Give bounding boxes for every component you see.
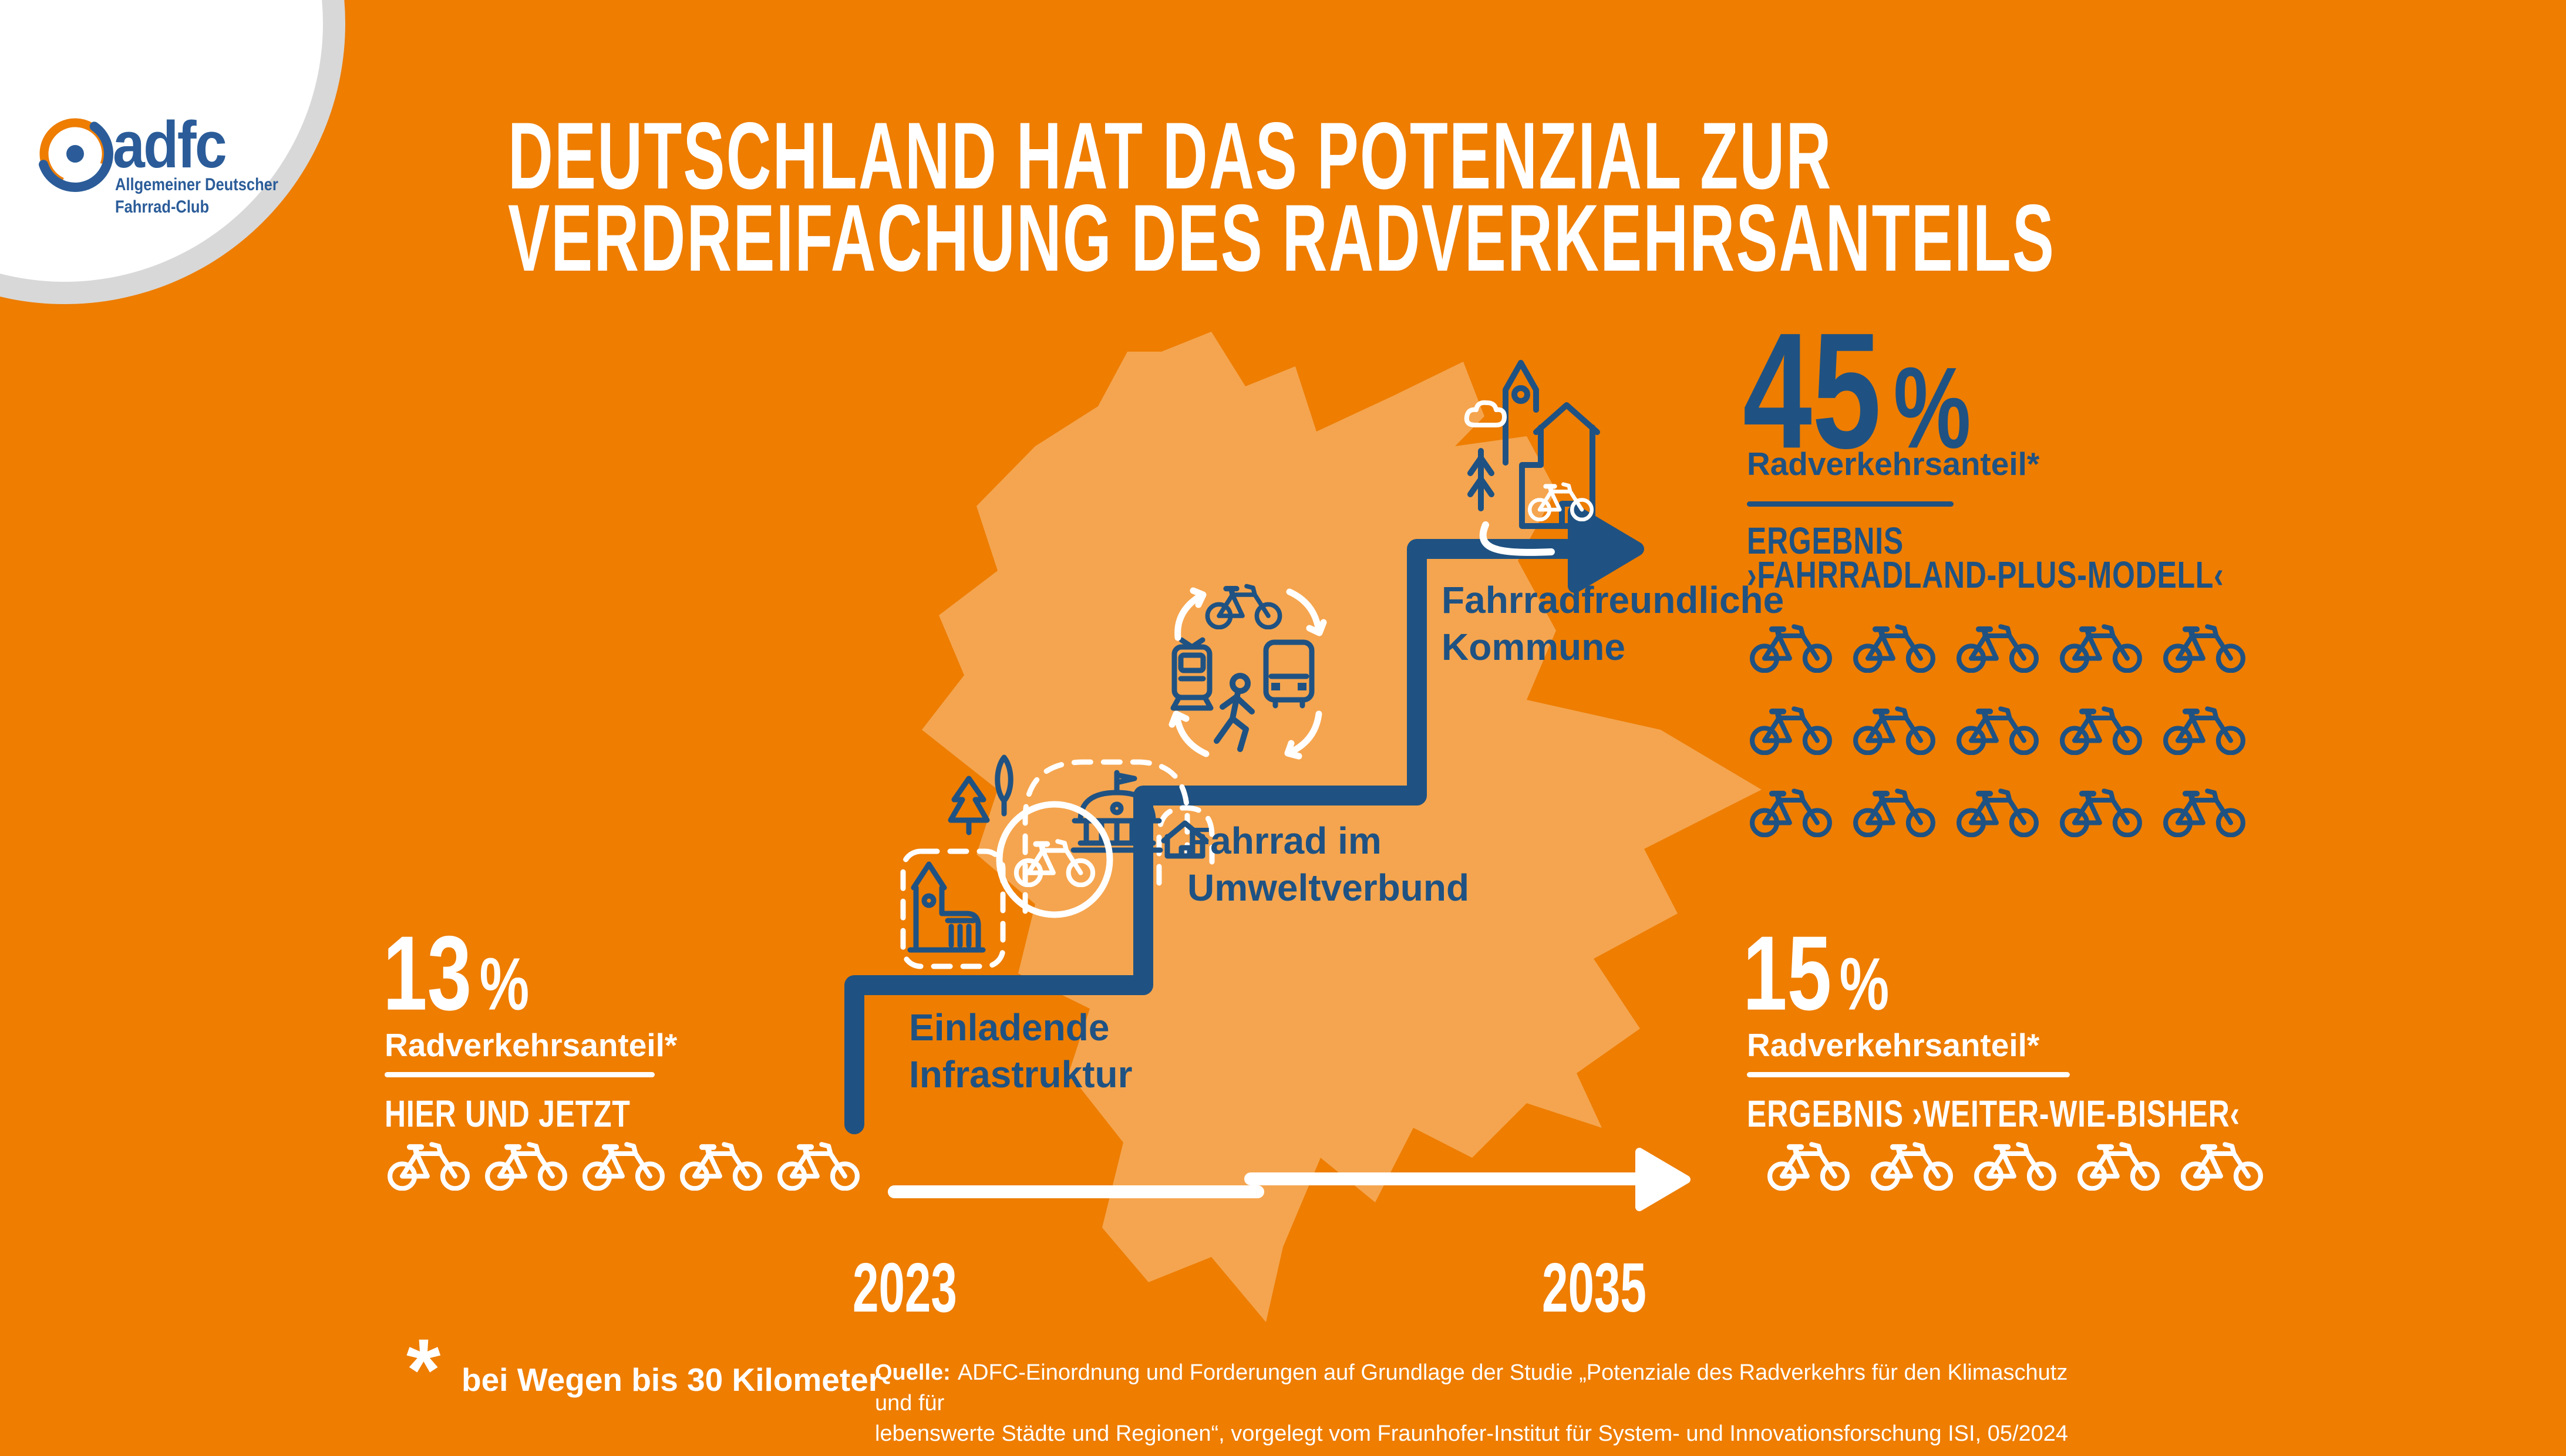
timeline-arrow xyxy=(888,1148,1691,1211)
bicycle-icon xyxy=(2160,783,2248,837)
bicycle-icon xyxy=(1850,701,1938,755)
stat-plus-divider xyxy=(1747,501,1954,507)
bicycle-icon xyxy=(1954,783,2042,837)
church-icon xyxy=(907,861,986,953)
bicycle-icon xyxy=(2057,701,2145,755)
step-label-2-line1: Fahrrad im xyxy=(1187,820,1382,862)
bicycle-icon xyxy=(1954,619,2042,673)
timeline-start-year: 2023 xyxy=(853,1248,957,1327)
bicycle-icon xyxy=(1954,701,2042,755)
bicycle-icon xyxy=(1747,783,1835,837)
staircase-arrowhead xyxy=(1568,505,1644,593)
bicycle-icon xyxy=(2160,619,2248,673)
adfc-wordmark: adfc xyxy=(113,108,227,181)
bicycle-icon xyxy=(1850,783,1938,837)
stat-bau-unit: % xyxy=(1839,943,1890,1026)
stat-plus-result-line1: ERGEBNIS xyxy=(1747,520,1904,562)
source-note: Quelle: ADFC-Einordnung und Forderungen a… xyxy=(875,1357,2079,1449)
bicycle-icon xyxy=(580,1137,668,1191)
staircase-growth-arrow xyxy=(844,505,1644,1134)
bicycle-icon xyxy=(1971,1137,2059,1191)
dashed-bubble-outlines xyxy=(900,759,1215,969)
timeline-end-year: 2035 xyxy=(1542,1248,1646,1327)
bike-friendly-town-icon xyxy=(1464,360,1600,556)
stat-plus-label: Radverkehrsanteil* xyxy=(1747,446,2040,482)
bike-highlight-circle xyxy=(996,801,1113,918)
bicycle-icon xyxy=(677,1137,765,1191)
stat-current-scenario: HIER UND JETZT xyxy=(385,1093,631,1135)
pedestrian-icon xyxy=(1214,673,1255,752)
town-skyline-icon xyxy=(1503,360,1600,529)
adfc-tagline-line2: Fahrrad-Club xyxy=(115,197,210,217)
step-label-3-line1: Fahrradfreundliche xyxy=(1442,579,1784,621)
inviting-infrastructure-icon xyxy=(900,754,1215,969)
bicycle-icon xyxy=(2075,1137,2163,1191)
bicycle-icon xyxy=(774,1137,863,1191)
stat-plus-value: 45% xyxy=(1743,308,1971,474)
swoosh-underline xyxy=(1479,521,1555,556)
bicycle-icon xyxy=(2160,701,2248,755)
stat-bau-result: ERGEBNIS ›WEITER-WIE-BISHER‹ xyxy=(1747,1093,2240,1135)
cloud-icon xyxy=(1464,400,1507,427)
source-text: ADFC-Einordnung und Forderungen auf Grun… xyxy=(875,1360,2069,1446)
bicycle-icon xyxy=(2057,619,2145,673)
town-hall-icon xyxy=(1070,770,1163,853)
step-label-1-line2: Infrastruktur xyxy=(909,1053,1133,1096)
stat-bau-divider xyxy=(1747,1072,2070,1077)
footnote-asterisk: * xyxy=(406,1320,441,1419)
rotation-arrows xyxy=(1168,587,1327,760)
stat-bau-value: 15% xyxy=(1743,921,1889,1026)
bicycle-icon xyxy=(1868,1137,1956,1191)
step-label-2: Fahrrad im Umweltverbund xyxy=(1187,817,1469,911)
bicycle-icon xyxy=(2057,783,2145,837)
stat-current-divider xyxy=(385,1072,655,1077)
stat-bau-number: 15 xyxy=(1743,914,1832,1033)
step-label-3-line2: Kommune xyxy=(1442,626,1625,668)
stat-plus-number: 45 xyxy=(1743,299,1881,483)
stat-current-unit: % xyxy=(479,943,530,1026)
step-label-3: Fahrradfreundliche Kommune xyxy=(1442,577,1784,670)
step-label-2-line2: Umweltverbund xyxy=(1187,867,1470,909)
bike-row-bau xyxy=(1764,1137,2266,1191)
bicycle-icon xyxy=(385,1137,473,1191)
tree-arrow-icon xyxy=(1467,448,1494,511)
stat-plus-unit: % xyxy=(1893,343,1971,473)
bicycle-icon xyxy=(1764,1137,1853,1191)
stat-current-value: 13% xyxy=(383,921,529,1026)
house-icon xyxy=(1161,820,1209,859)
logo-badge-disc xyxy=(0,0,323,282)
footnote-text: bei Wegen bis 30 Kilometer xyxy=(462,1361,881,1398)
timeline-arrowhead xyxy=(1635,1148,1691,1211)
bus-icon xyxy=(1263,639,1315,709)
tram-icon xyxy=(1170,637,1214,711)
adfc-tagline: Allgemeiner Deutscher Fahrrad-Club xyxy=(115,174,278,218)
eco-mobility-circle-icon xyxy=(1168,586,1327,760)
logo-badge xyxy=(0,0,345,304)
bike-grid-plus-model xyxy=(1747,619,2264,837)
bicycle-icon xyxy=(1747,701,1835,755)
germany-map-shape xyxy=(922,332,1762,1322)
adfc-wheel-icon xyxy=(37,116,113,192)
page-title-line1: DEUTSCHLAND HAT DAS POTENZIAL ZUR xyxy=(508,102,1833,209)
pine-tree-icon xyxy=(948,776,990,835)
poplar-tree-icon xyxy=(995,754,1013,817)
page-title-line2: VERDREIFACHUNG DES RADVERKEHRSANTEILS xyxy=(508,184,2056,291)
bike-row-current xyxy=(385,1137,863,1191)
stat-current-label: Radverkehrsanteil* xyxy=(385,1027,678,1063)
stat-current-number: 13 xyxy=(383,914,472,1033)
stat-plus-result-line2: ›FAHRRADLAND-PLUS-MODELL‹ xyxy=(1747,554,2224,596)
step-label-1: Einladende Infrastruktur xyxy=(909,1004,1133,1098)
bicycle-icon xyxy=(1850,619,1938,673)
adfc-tagline-line1: Allgemeiner Deutscher xyxy=(115,175,278,194)
source-label: Quelle: xyxy=(875,1360,951,1385)
step-label-1-line1: Einladende xyxy=(909,1006,1110,1049)
bicycle-icon xyxy=(482,1137,570,1191)
bicycle-icon xyxy=(2178,1137,2266,1191)
stat-bau-label: Radverkehrsanteil* xyxy=(1747,1027,2040,1063)
